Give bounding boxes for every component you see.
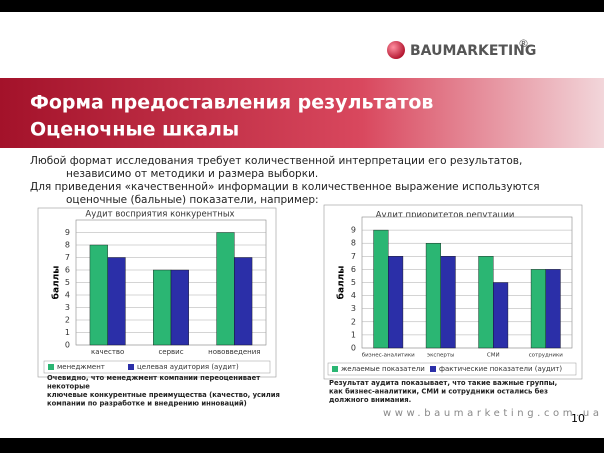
bar xyxy=(478,256,494,349)
y-tick-label: 5 xyxy=(351,278,356,287)
y-tick-label: 6 xyxy=(351,265,356,274)
y-tick-label: 2 xyxy=(65,316,70,325)
y-tick-label: 7 xyxy=(351,252,356,261)
chart-caption: некоторые xyxy=(47,383,90,391)
body-text: Для приведения «качественной» информации… xyxy=(30,181,540,193)
x-tick-label: бизнес-аналитики xyxy=(362,353,415,359)
legend-swatch xyxy=(332,366,338,372)
bar xyxy=(170,269,189,346)
y-tick-label: 0 xyxy=(351,344,356,353)
chart-caption: Очевидно, что менеджмент компании переоц… xyxy=(47,374,260,382)
y-tick-label: 6 xyxy=(65,266,70,275)
logo-icon xyxy=(387,41,405,59)
y-tick-label: 7 xyxy=(65,253,70,262)
body-text: Любой формат исследования требует количе… xyxy=(30,155,522,167)
bar xyxy=(153,269,172,346)
x-tick-label: нововведения xyxy=(208,348,260,356)
y-tick-label: 3 xyxy=(65,303,70,312)
chart-title: Аудит приоритетов репутации xyxy=(376,211,515,221)
chart-title: Аудит восприятия конкурентных xyxy=(85,210,234,220)
y-tick-label: 0 xyxy=(65,341,70,350)
legend-box xyxy=(43,360,271,374)
x-tick-label: сервис xyxy=(158,348,183,356)
footer-url: www.baumarketing.com.ua xyxy=(383,408,603,419)
y-tick-label: 8 xyxy=(351,239,356,248)
logo: BAUMARKETING xyxy=(410,43,536,59)
bar xyxy=(216,232,235,346)
y-tick-label: 2 xyxy=(351,317,356,326)
bar xyxy=(234,257,253,346)
page-number: 10 xyxy=(571,412,585,425)
y-tick-label: 8 xyxy=(65,241,70,250)
legend-label: желаемые показатели xyxy=(341,365,425,373)
y-tick-label: 3 xyxy=(351,304,356,313)
legend-swatch xyxy=(128,364,134,370)
legend-swatch xyxy=(430,366,436,372)
bar xyxy=(373,229,389,349)
chart-caption: должного внимания. xyxy=(329,396,411,404)
title: Форма предоставления результатов xyxy=(30,92,433,114)
y-tick-label: 1 xyxy=(351,330,356,339)
x-tick-label: качество xyxy=(91,348,124,356)
legend-box xyxy=(327,362,577,376)
y-axis-label: баллы xyxy=(336,266,347,300)
y-tick-label: 4 xyxy=(65,291,70,300)
chart-caption: как бизнес-аналитики, СМИ и сотрудники о… xyxy=(329,388,548,396)
x-tick-label: эксперты xyxy=(427,353,454,359)
bar xyxy=(425,242,441,349)
logo-mark: ® xyxy=(518,37,529,50)
chart-caption: Результат аудита показывает, что такие в… xyxy=(329,379,557,387)
y-tick-label: 9 xyxy=(65,228,70,237)
bar xyxy=(89,244,108,346)
legend-label: менеджмент xyxy=(57,363,105,371)
body-text: независимо от методики и размера выборки… xyxy=(66,168,318,180)
legend-swatch xyxy=(48,364,54,370)
title: Оценочные шкалы xyxy=(30,119,239,141)
bottom-bar xyxy=(0,438,604,453)
x-tick-label: сотрудники xyxy=(529,353,564,359)
header-band xyxy=(0,78,604,148)
top-bar xyxy=(0,0,604,12)
bar xyxy=(545,269,561,349)
body-text: оценочные (бальные) показатели, например… xyxy=(66,194,319,206)
x-tick-label: СМИ xyxy=(487,353,500,359)
bar xyxy=(107,257,126,346)
chart-caption: ключевые конкурентные преимущества (каче… xyxy=(47,391,280,399)
y-tick-label: 4 xyxy=(351,291,356,300)
y-axis-label: баллы xyxy=(51,266,62,300)
bar xyxy=(493,282,509,349)
bar xyxy=(530,269,546,349)
legend-label: фактические показатели (аудит) xyxy=(439,365,562,373)
y-tick-label: 1 xyxy=(65,328,70,337)
chart-caption: компании по разработке и внедрению иннов… xyxy=(47,400,247,408)
bar xyxy=(440,256,456,349)
legend-label: целевая аудитория (аудит) xyxy=(137,363,239,371)
y-tick-label: 9 xyxy=(351,226,356,235)
y-tick-label: 5 xyxy=(65,278,70,287)
bar xyxy=(388,256,404,349)
